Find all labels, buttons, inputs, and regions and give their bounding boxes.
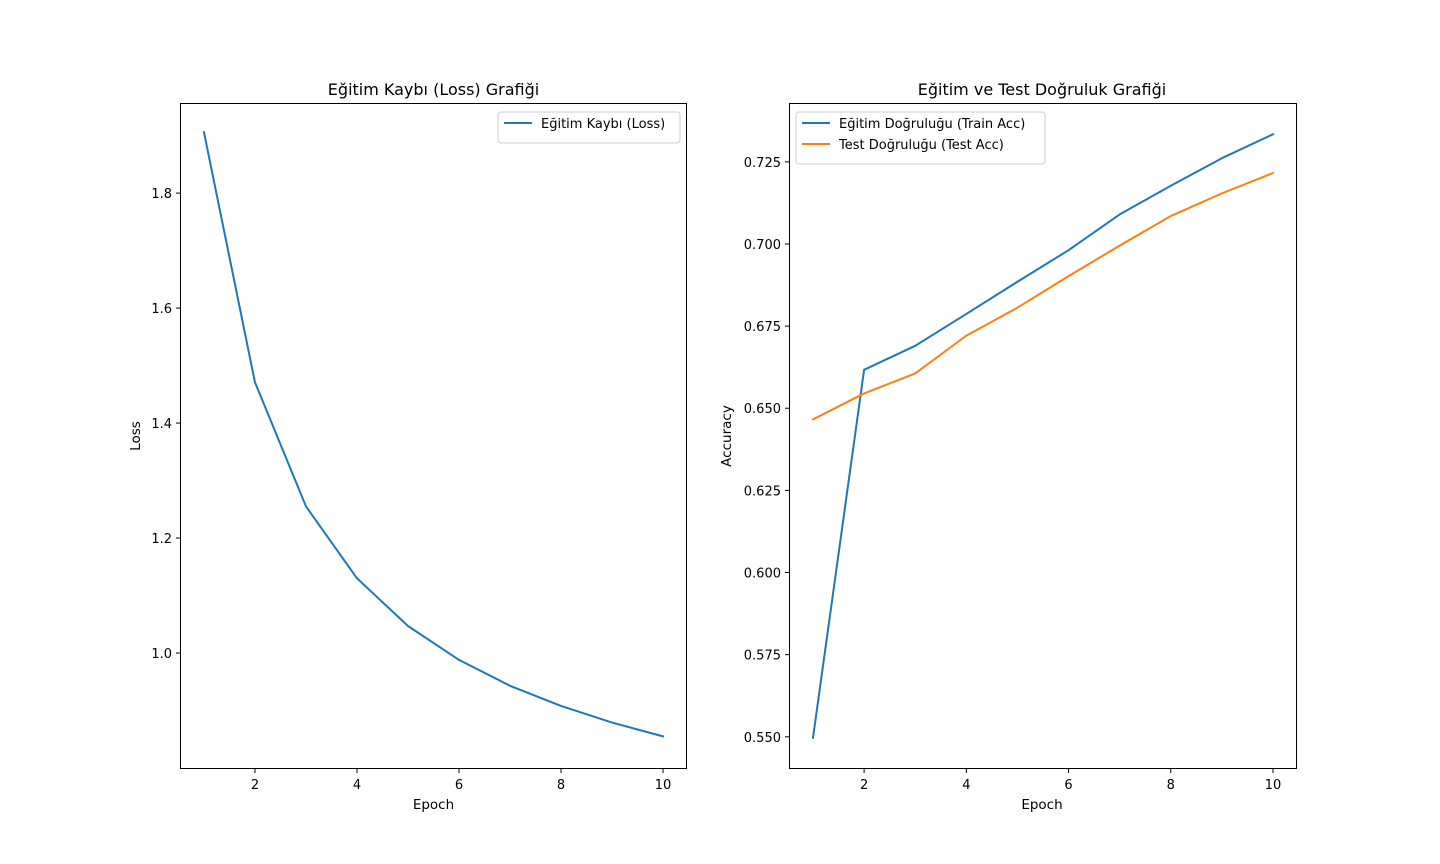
legend-box [497, 111, 681, 144]
x-tick-label: 10 [655, 778, 672, 793]
y-tick-label: 0.550 [744, 731, 781, 746]
x-axis-label: Epoch [1021, 797, 1062, 813]
series-line-2 [811, 171, 1275, 421]
axes-frame [180, 103, 687, 769]
accuracy-chart: Eğitim ve Test Doğruluk Grafiği 2 4 6 8 10 0.… [719, 80, 1297, 813]
series-line-1 [811, 132, 1275, 739]
y-tick-label: 1.8 [151, 187, 172, 202]
x-tick-label: 6 [1064, 778, 1072, 793]
x-tick-label: 6 [455, 778, 463, 793]
x-tick-label: 8 [557, 778, 565, 793]
axes-frame [789, 103, 1297, 769]
y-axis-label: Loss [128, 421, 144, 451]
x-tick-label: 8 [1167, 778, 1175, 793]
y-axis-label: Accuracy [719, 405, 735, 467]
series-line-1 [202, 130, 665, 738]
x-tick-label: 4 [353, 778, 361, 793]
y-tick-label: 1.0 [151, 647, 172, 662]
plot-area: 2 4 6 8 10 1.0 1.2 1.4 1.6 1.8 [151, 130, 672, 793]
y-tick-label: 0.675 [744, 320, 781, 335]
y-tick-label: 1.6 [151, 302, 172, 317]
y-tick-label: 0.700 [744, 238, 781, 253]
loss-chart: Eğitim Kaybı (Loss) Grafiği 2 4 6 8 10 1.0 1.2… [128, 80, 687, 813]
y-tick-label: 0.650 [744, 402, 781, 417]
y-tick-label: 0.725 [744, 156, 781, 171]
chart-title: Eğitim ve Test Doğruluk Grafiği [918, 80, 1166, 99]
plot-area: 2 4 6 8 10 0.550 0.575 0.600 0.625 0.650 0.675 0.70… [744, 132, 1282, 793]
x-tick-label: 2 [860, 778, 868, 793]
legend-label: Test Doğruluğu (Test Acc) [838, 138, 1004, 153]
y-tick-label: 0.575 [744, 649, 781, 664]
x-tick-label: 10 [1265, 778, 1282, 793]
legend-label: Eğitim Doğruluğu (Train Acc) [839, 117, 1025, 132]
x-axis-label: Epoch [413, 797, 454, 813]
x-tick-label: 2 [251, 778, 259, 793]
legend-box [795, 111, 1046, 165]
chart-title: Eğitim Kaybı (Loss) Grafiği [328, 80, 539, 99]
y-tick-label: 0.625 [744, 484, 781, 499]
legend-label: Eğitim Kaybı (Loss) [541, 117, 665, 132]
legend: Eğitim Kaybı (Loss) [497, 111, 681, 144]
y-tick-label: 1.4 [151, 417, 172, 432]
x-tick-label: 4 [962, 778, 970, 793]
y-tick-label: 1.2 [151, 532, 172, 547]
y-tick-label: 0.600 [744, 567, 781, 582]
legend: Eğitim Doğruluğu (Train Acc) Test Doğrulu… [795, 111, 1046, 165]
